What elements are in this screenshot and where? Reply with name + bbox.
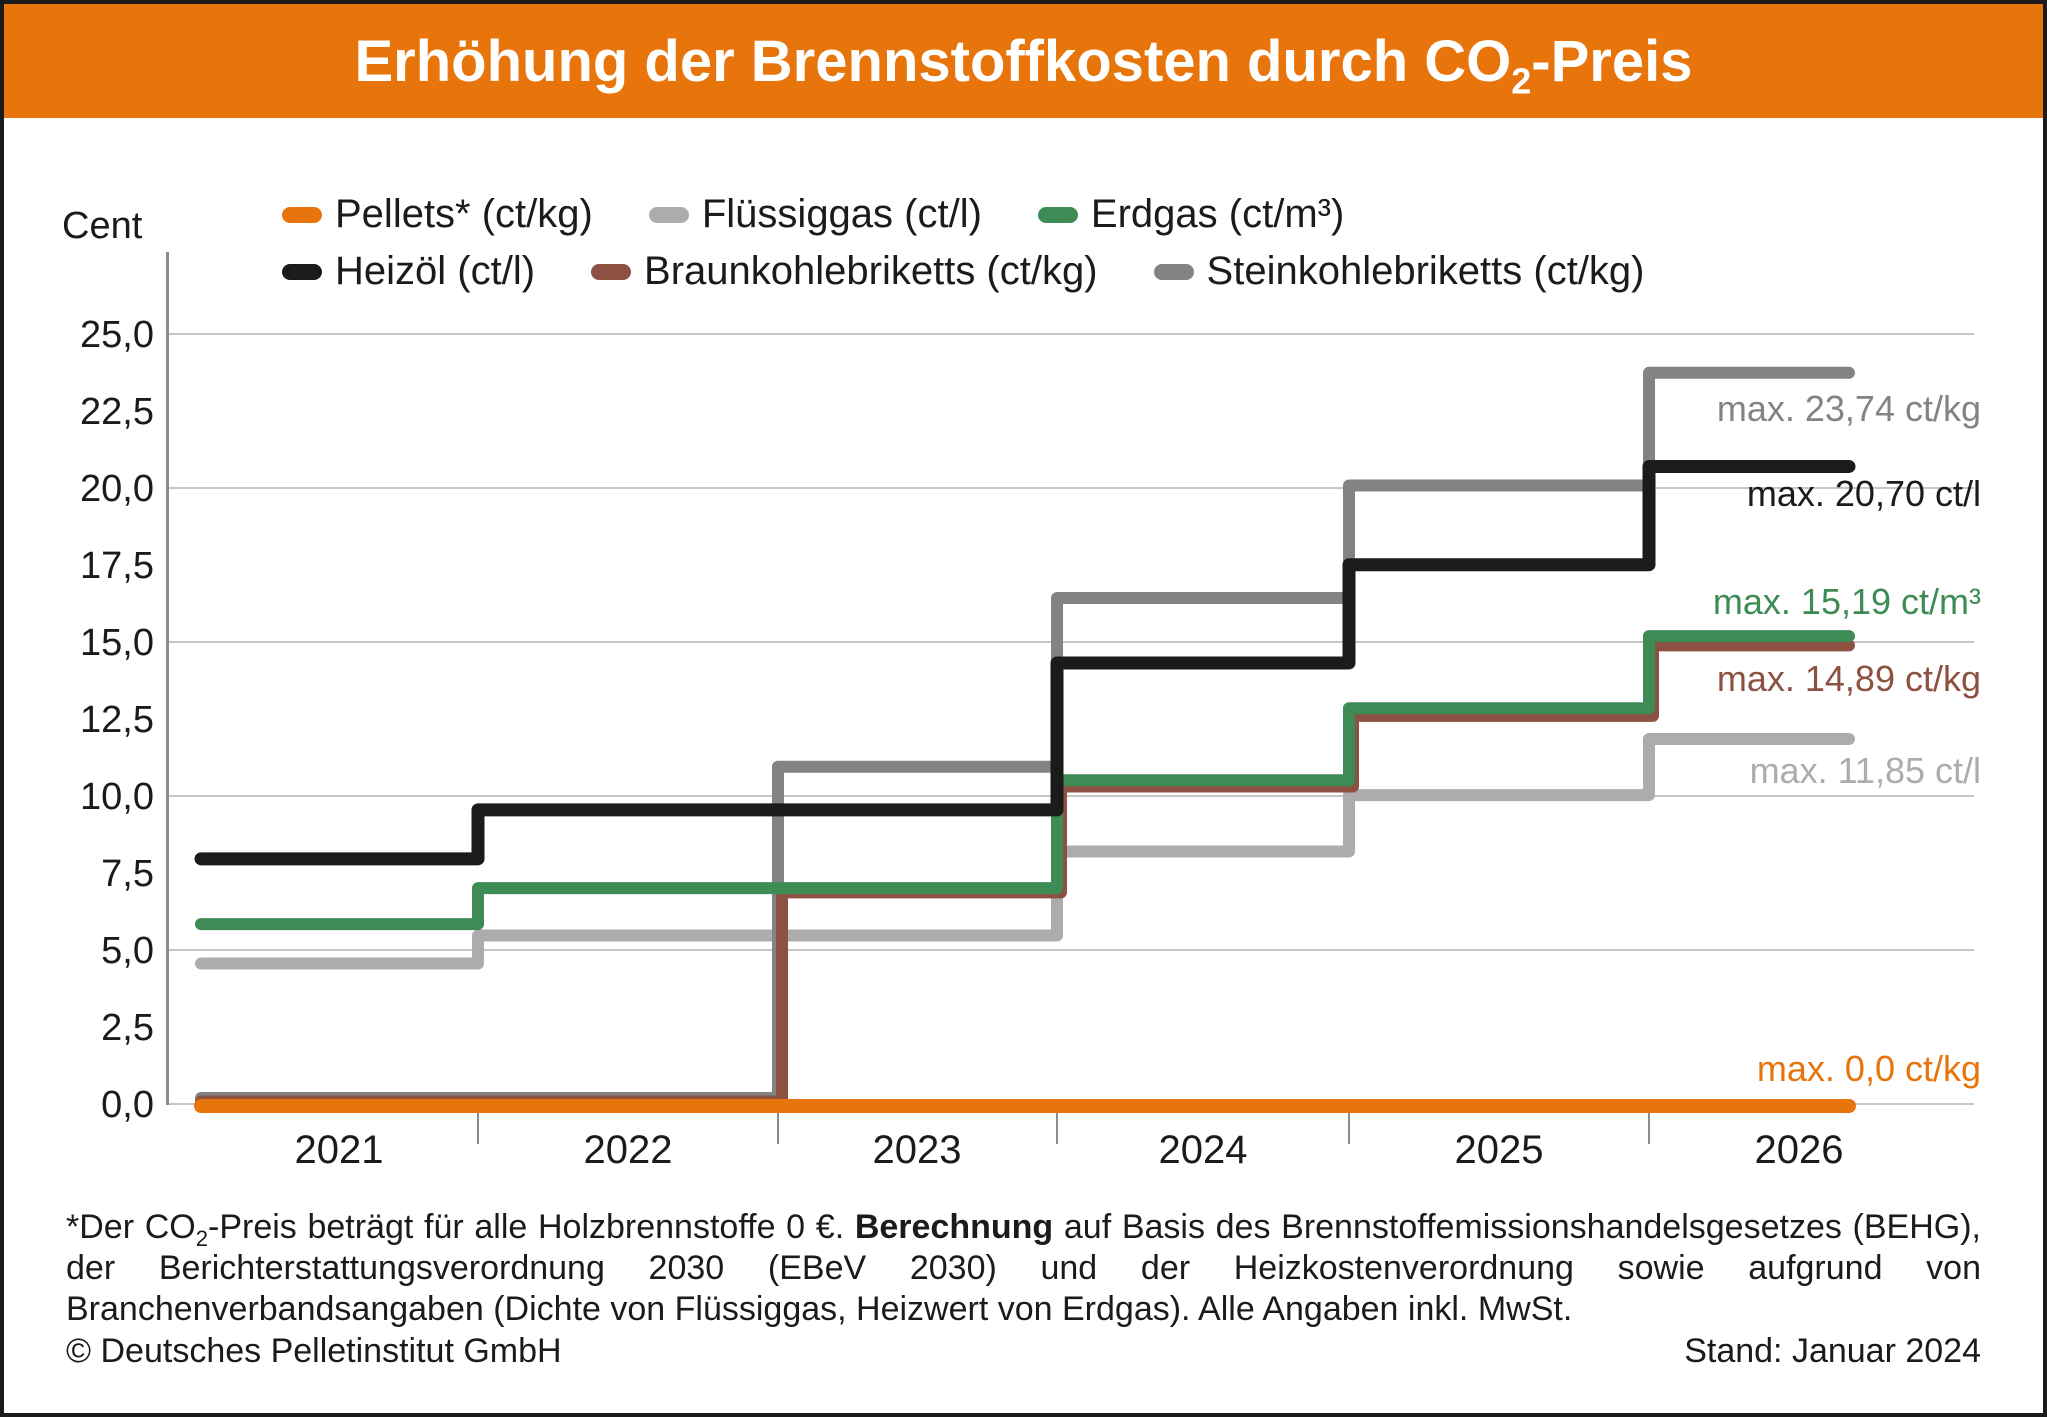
legend-row-2: Heizöl (ct/l) Braunkohlebriketts (ct/kg)… bbox=[282, 249, 1645, 294]
y-tick-label: 0,0 bbox=[101, 1084, 154, 1126]
x-year-label: 2024 bbox=[1159, 1128, 1248, 1172]
legend-item-heizoel: Heizöl (ct/l) bbox=[282, 249, 535, 294]
legend-swatch-erdgas-icon bbox=[1037, 206, 1078, 223]
legend-item-pellets: Pellets* (ct/kg) bbox=[282, 192, 593, 237]
y-tick-label: 15,0 bbox=[80, 622, 154, 664]
legend-item-fluessiggas: Flüssiggas (ct/l) bbox=[648, 192, 982, 237]
legend-label-heizoel: Heizöl (ct/l) bbox=[335, 249, 536, 293]
legend-item-erdgas: Erdgas (ct/m³) bbox=[1037, 192, 1345, 237]
y-tick-label: 22,5 bbox=[80, 391, 154, 433]
y-tick-label: 2,5 bbox=[101, 1007, 154, 1049]
stand-date: Stand: Januar 2024 bbox=[1684, 1332, 1981, 1370]
legend-row-1: Pellets* (ct/kg) Flüssiggas (ct/l) Erdga… bbox=[282, 192, 1344, 237]
y-tick-label: 5,0 bbox=[101, 930, 154, 972]
legend-swatch-pellets-icon bbox=[282, 206, 322, 223]
legend-swatch-steinkohle-icon bbox=[1153, 263, 1194, 280]
legend-label-braunkohle: Braunkohlebriketts (ct/kg) bbox=[644, 249, 1098, 293]
y-tick-label: 10,0 bbox=[80, 776, 154, 818]
series-line-erdgas bbox=[195, 630, 1855, 931]
series-line-heizoel bbox=[194, 459, 1856, 866]
max-label-steinkohle: max. 23,74 ct/kg bbox=[1716, 388, 1981, 429]
header-band: Erhöhung der Brennstoffkosten durch CO2-… bbox=[4, 4, 2043, 118]
legend-swatch-heizoel-icon bbox=[282, 263, 322, 280]
x-year-label: 2025 bbox=[1455, 1128, 1544, 1172]
max-label-pellets: max. 0,0 ct/kg bbox=[1756, 1048, 1981, 1089]
max-label-braunkohle: max. 14,89 ct/kg bbox=[1716, 658, 1981, 699]
series-line-steinkohle bbox=[195, 366, 1855, 1104]
max-label-erdgas: max. 15,19 ct/m³ bbox=[1712, 581, 1981, 622]
page-title: Erhöhung der Brennstoffkosten durch CO2-… bbox=[354, 28, 1693, 102]
x-year-label: 2022 bbox=[584, 1128, 673, 1172]
legend-label-steinkohle: Steinkohlebriketts (ct/kg) bbox=[1206, 249, 1645, 293]
x-year-label: 2021 bbox=[295, 1128, 384, 1172]
y-tick-label: 25,0 bbox=[80, 314, 154, 356]
y-tick-label: 20,0 bbox=[80, 468, 154, 510]
legend-item-braunkohle: Braunkohlebriketts (ct/kg) bbox=[591, 249, 1098, 294]
legend-swatch-braunkohle-icon bbox=[591, 263, 632, 280]
chart-canvas: 0,0 2,5 5,0 7,5 10,0 12,5 15,0 17,5 20,0 22,5 25,0… bbox=[80, 252, 1974, 1172]
legend-label-pellets: Pellets* (ct/kg) bbox=[335, 192, 593, 236]
legend-swatch-fluessiggas-icon bbox=[648, 206, 689, 223]
y-tick-label: 7,5 bbox=[101, 853, 154, 895]
copyright: © Deutsches Pelletinstitut GmbH bbox=[66, 1332, 562, 1370]
max-label-fluessiggas: max. 11,85 ct/l bbox=[1749, 750, 1981, 791]
y-tick-label: 17,5 bbox=[80, 545, 154, 587]
y-tick-label: 12,5 bbox=[80, 699, 154, 741]
x-year-label: 2026 bbox=[1755, 1128, 1844, 1172]
footnote-bold: Berechnung bbox=[854, 1208, 1054, 1246]
title-subscript: 2 bbox=[1511, 60, 1532, 102]
x-year-label: 2023 bbox=[873, 1128, 962, 1172]
max-label-heizoel: max. 20,70 ct/l bbox=[1746, 473, 1981, 514]
bottom-line: © Deutsches Pelletinstitut GmbH Stand: J… bbox=[66, 1332, 1981, 1371]
legend-label-erdgas: Erdgas (ct/m³) bbox=[1090, 192, 1345, 236]
legend-item-steinkohle: Steinkohlebriketts (ct/kg) bbox=[1153, 249, 1645, 294]
legend-label-fluessiggas: Flüssiggas (ct/l) bbox=[701, 192, 982, 236]
footnote: *Der CO2-Preis beträgt für alle Holzbren… bbox=[66, 1208, 1981, 1328]
y-axis-unit-label: Cent bbox=[62, 205, 143, 247]
